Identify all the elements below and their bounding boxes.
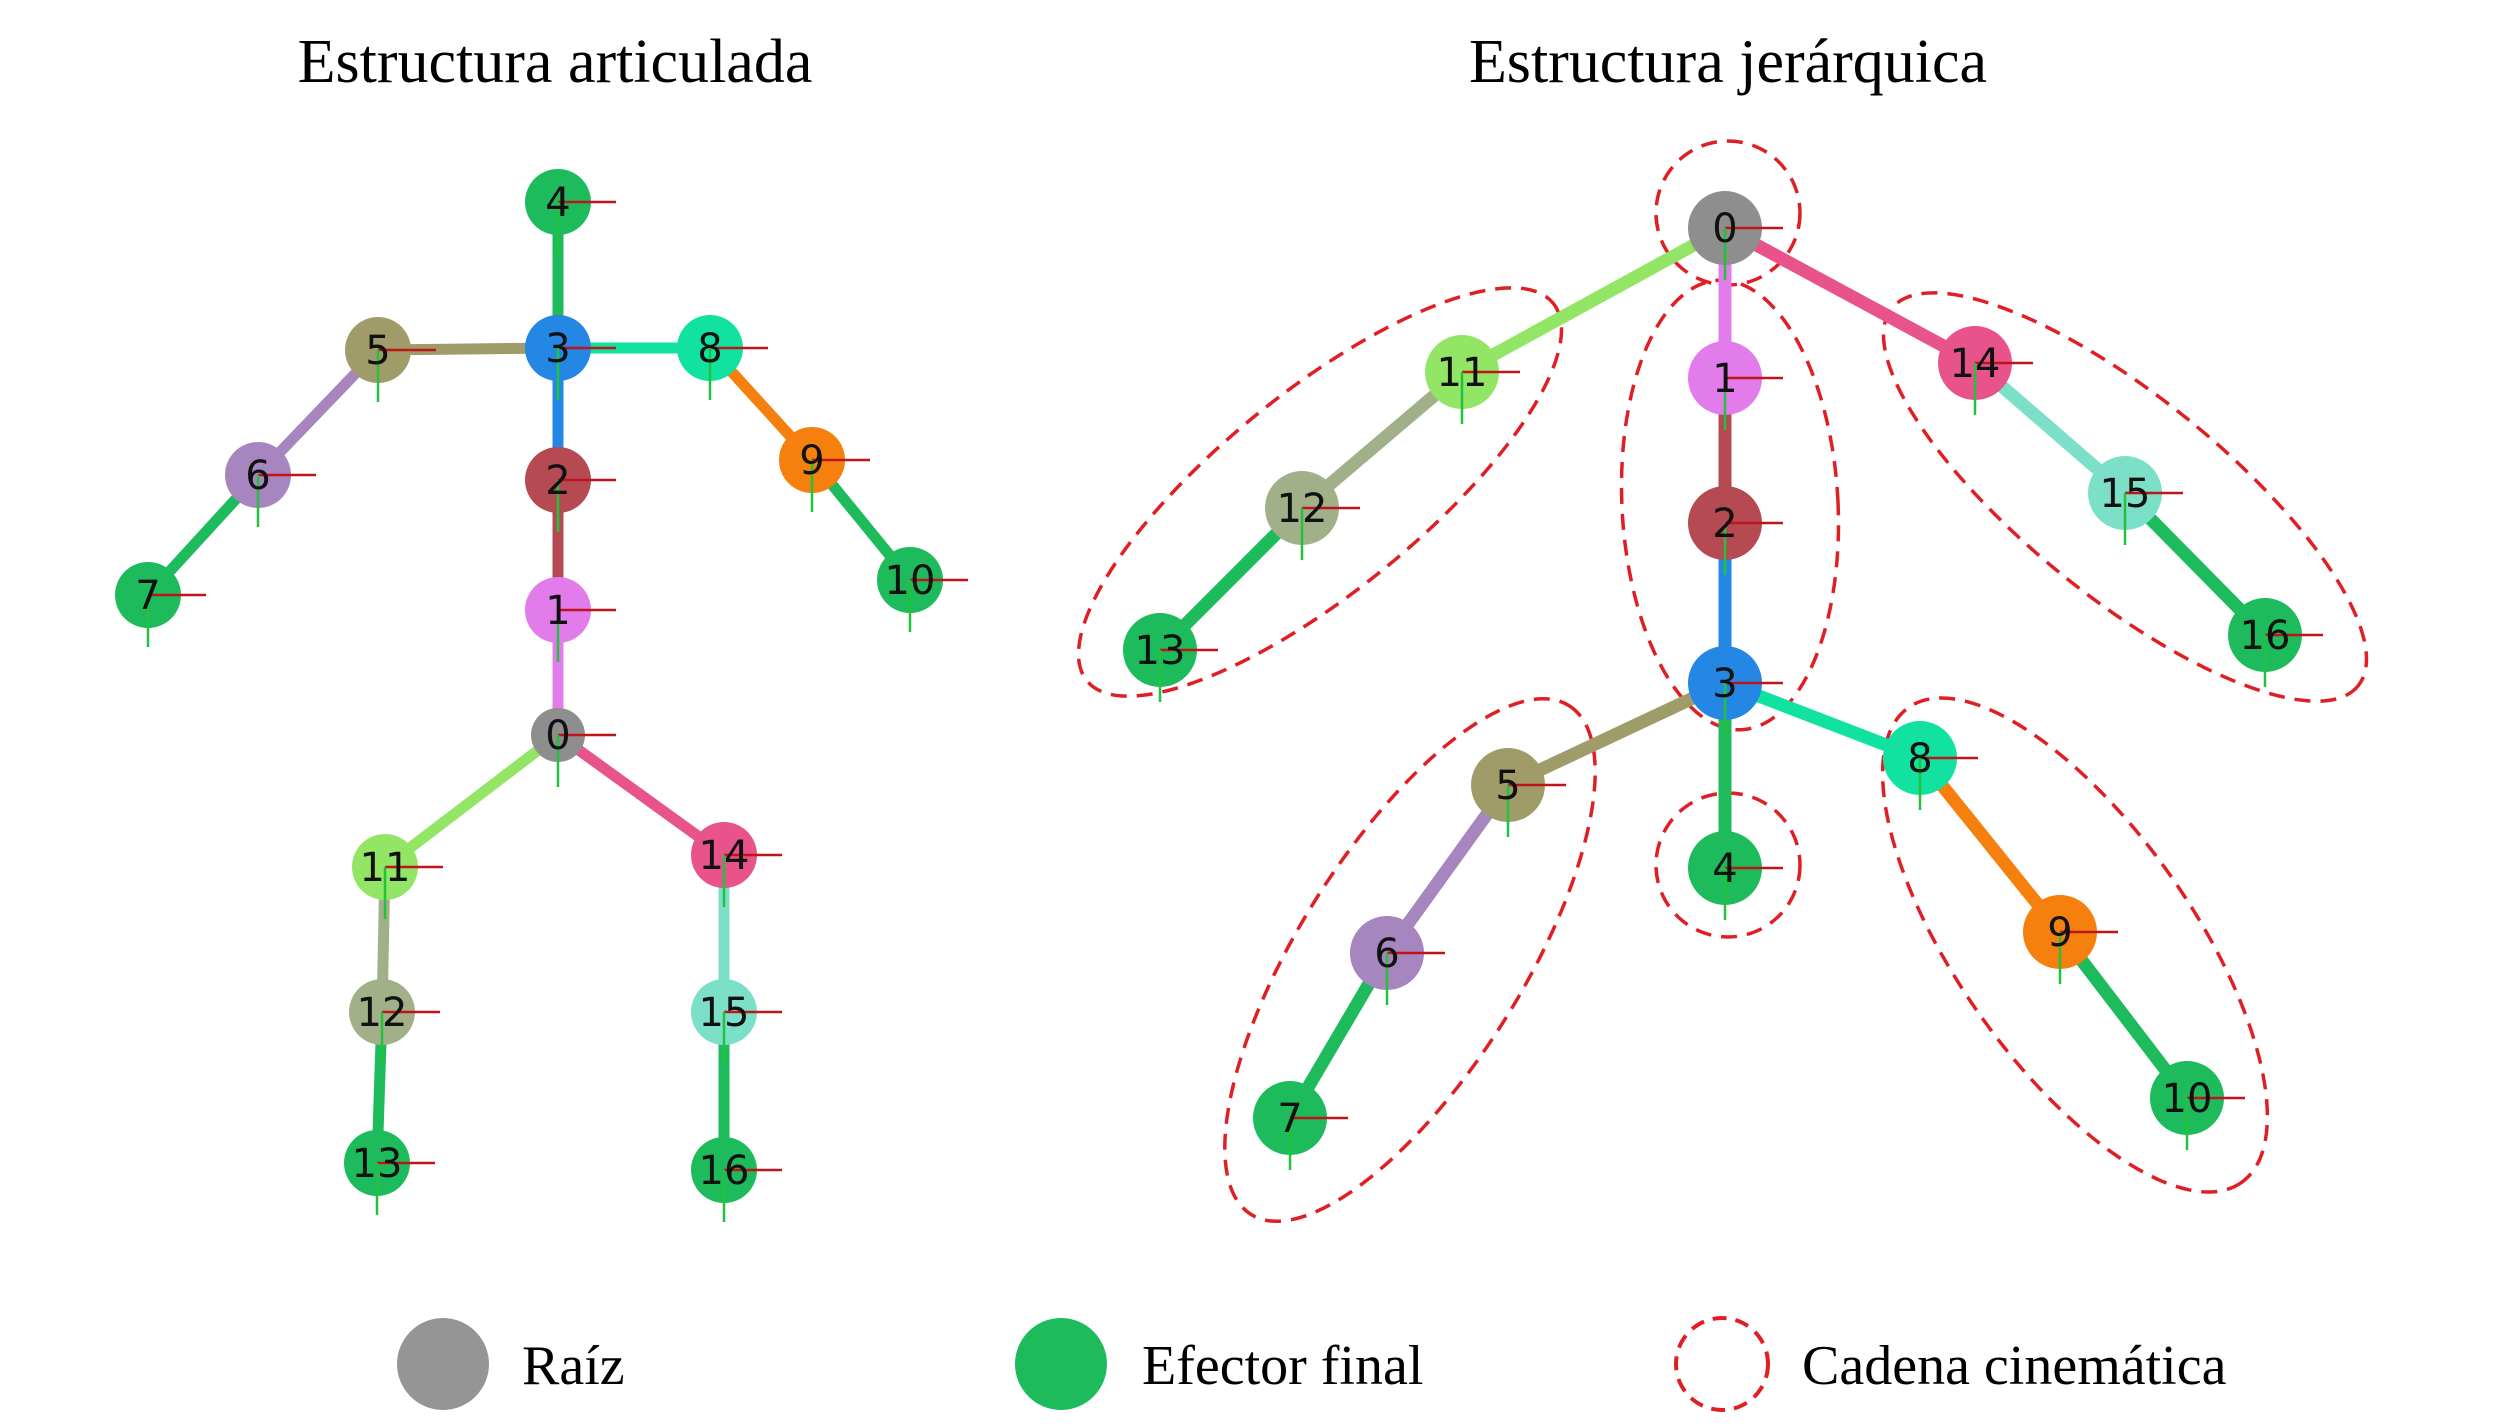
articulated-joint-label-16: 16 — [699, 1148, 750, 1194]
legend-root-swatch — [397, 1318, 489, 1410]
articulated-joint-label-1: 1 — [545, 588, 570, 634]
hierarchical-joint-label-14: 14 — [1950, 341, 2001, 387]
legend-root-label: Raíz — [522, 1335, 625, 1397]
hierarchical-joint-label-15: 15 — [2100, 471, 2151, 517]
hierarchical-bone-0-14 — [1718, 221, 1982, 370]
hierarchical-joint-label-4: 4 — [1712, 846, 1737, 892]
articulated-joint-label-4: 4 — [545, 180, 570, 226]
articulated-joint-label-10: 10 — [885, 558, 936, 604]
articulated-joint-label-8: 8 — [697, 326, 722, 372]
hierarchical-title: Estructura jerárquica — [1469, 28, 1987, 96]
kinematic-chain-spine — [1619, 278, 1841, 732]
legend-item-kinematic-chain: Cadena cinemática — [1674, 1316, 2227, 1412]
hierarchical-joint-label-2: 2 — [1712, 501, 1737, 547]
hierarchical-bone-0-11 — [1455, 221, 1732, 379]
hierarchical-joint-label-0: 0 — [1712, 206, 1737, 252]
articulated-joint-label-14: 14 — [699, 833, 750, 879]
hierarchical-joint-label-12: 12 — [1277, 486, 1328, 532]
articulated-joint-label-3: 3 — [545, 326, 570, 372]
articulated-joint-label-0: 0 — [545, 713, 570, 759]
hierarchical-joint-label-10: 10 — [2162, 1076, 2213, 1122]
hierarchical-joint-label-13: 13 — [1135, 628, 1186, 674]
kinematic-chain-outlines — [1076, 139, 2369, 1223]
articulated-joint-label-15: 15 — [699, 990, 750, 1036]
kinematic-chain-right-arm — [1880, 696, 2270, 1194]
legend-end-effector-swatch — [1015, 1318, 1107, 1410]
hierarchical-joint-label-6: 6 — [1374, 931, 1399, 977]
hierarchical-bone-8-9 — [1913, 751, 2067, 939]
hierarchical-joint-label-1: 1 — [1712, 356, 1737, 402]
articulated-bone-0-14 — [552, 729, 730, 861]
kinematic-chain-left-arm — [1223, 697, 1597, 1223]
articulated-joint-label-13: 13 — [352, 1141, 403, 1187]
articulated-joint-label-12: 12 — [357, 990, 408, 1036]
articulated-joint-label-11: 11 — [360, 845, 411, 891]
articulated-joint-label-5: 5 — [365, 328, 390, 374]
legend-item-root: Raíz — [397, 1318, 625, 1410]
hierarchical-joint-label-7: 7 — [1277, 1096, 1302, 1142]
legend-item-end-effector: Efector final — [1015, 1318, 1423, 1410]
hierarchical-joint-label-16: 16 — [2240, 613, 2291, 659]
articulated-joint-label-9: 9 — [799, 438, 824, 484]
hierarchical-joint-label-3: 3 — [1712, 661, 1737, 707]
hierarchical-bone-3-5 — [1501, 676, 1732, 792]
articulated-bone-0-11 — [379, 729, 564, 873]
legend-end-effector-label: Efector final — [1142, 1335, 1423, 1397]
articulated-joint-label-6: 6 — [245, 453, 270, 499]
kinematic-chain-right-leg — [1881, 291, 2369, 703]
legend-chain-label: Cadena cinemática — [1802, 1335, 2227, 1397]
hierarchical-joint-label-8: 8 — [1907, 736, 1932, 782]
legend: Raíz Efector final Cadena cinemática — [397, 1316, 2227, 1412]
kinematic-chain-left-leg — [1076, 286, 1564, 698]
hierarchical-joint-label-11: 11 — [1437, 350, 1488, 396]
legend-chain-swatch — [1674, 1316, 1770, 1412]
hierarchical-joint-label-5: 5 — [1495, 763, 1520, 809]
articulated-title: Estructura articulada — [298, 28, 813, 96]
articulated-joint-label-2: 2 — [545, 458, 570, 504]
articulated-joint-label-7: 7 — [135, 573, 160, 619]
hierarchical-joint-label-9: 9 — [2047, 910, 2072, 956]
